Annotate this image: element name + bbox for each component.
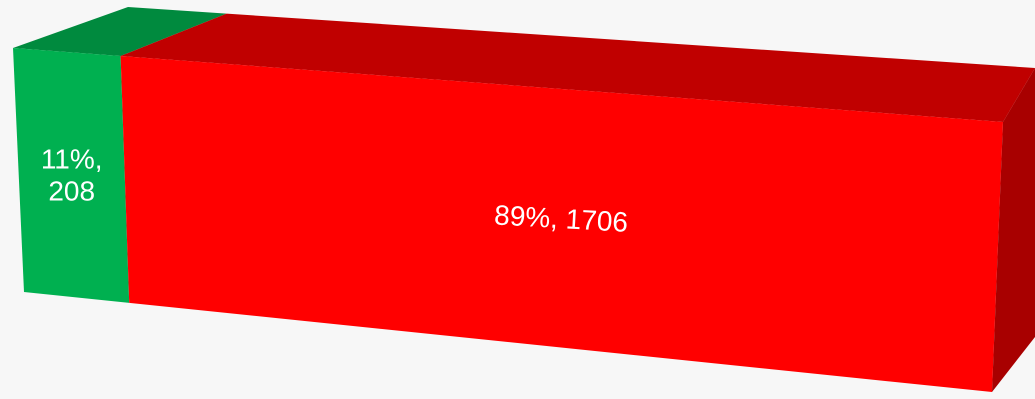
bar-segment-2-front — [120, 56, 1004, 392]
bar-segment-2-top — [120, 13, 1035, 122]
data-label-1: 11%, 208 — [41, 144, 103, 207]
bar-end-side — [992, 68, 1035, 392]
bars-layer — [13, 7, 1035, 392]
bar-segment-1-top — [13, 7, 227, 56]
data-label-2: 89%, 1706 — [493, 199, 628, 237]
bar-segment-1-front — [13, 48, 130, 303]
data-labels-layer: 11%, 208 89%, 1706 — [41, 144, 629, 238]
